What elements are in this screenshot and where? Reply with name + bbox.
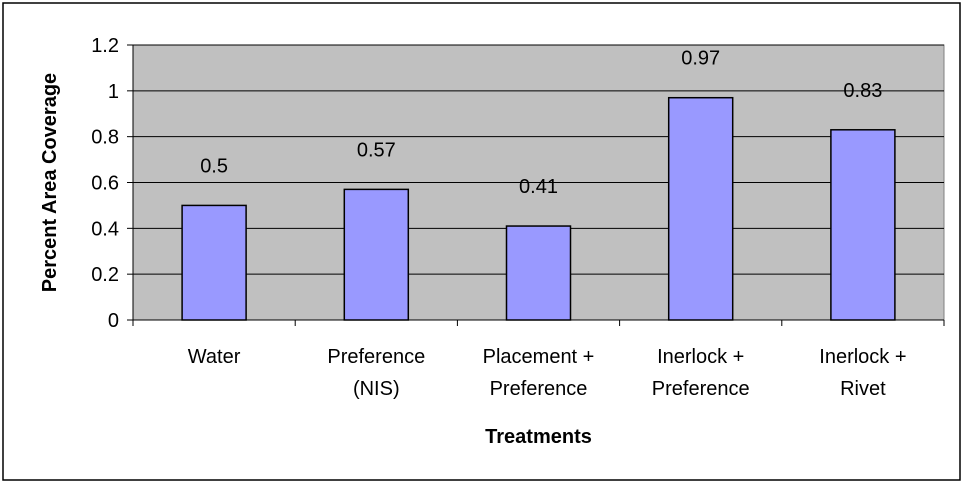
bar	[181, 204, 247, 321]
x-tick-label: Preference (NIS)	[327, 346, 425, 400]
x-tick-label: Water	[188, 346, 241, 368]
x-tick-labels: Water Preference (NIS) Placement + Preferenc…	[188, 346, 907, 400]
y-tick-label: 0.6	[91, 173, 119, 195]
x-axis-title: Treatments	[485, 426, 592, 448]
bar	[343, 188, 410, 321]
data-label: 0.57	[357, 139, 396, 161]
y-tick-labels: 0 0.2 0.4 0.6 0.8 1 1.2	[91, 35, 119, 332]
bars	[181, 96, 896, 321]
y-tick-label: 0.8	[91, 127, 119, 149]
x-tick-label: Placement + Preference	[483, 346, 595, 400]
bar	[667, 96, 734, 321]
y-tick-label: 1	[108, 81, 119, 103]
y-tick-label: 1.2	[91, 35, 119, 57]
data-label: 0.83	[843, 80, 882, 102]
y-tick-label: 0.4	[91, 218, 119, 240]
y-tick-label: 0	[108, 310, 119, 332]
data-labels: 0.5 0.57 0.41 0.97 0.83	[200, 48, 882, 198]
data-label: 0.41	[519, 176, 558, 198]
bar	[505, 225, 572, 321]
data-label: 0.5	[200, 155, 228, 177]
data-label: 0.97	[681, 48, 720, 70]
y-axis-title: Percent Area Coverage	[39, 73, 61, 292]
bar	[830, 129, 896, 321]
y-tick-label: 0.2	[91, 264, 119, 286]
axes	[127, 44, 945, 326]
x-tick-label: Inerlock + Rivet	[819, 346, 906, 400]
x-tick-label: Inerlock + Preference	[652, 346, 750, 400]
